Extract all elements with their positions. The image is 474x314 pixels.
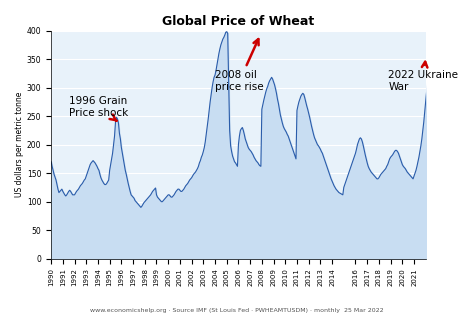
Text: 1996 Grain
Price shock: 1996 Grain Price shock (69, 96, 128, 121)
Text: 2008 oil
price rise: 2008 oil price rise (215, 39, 264, 92)
Y-axis label: US dollars per metric tonne: US dollars per metric tonne (15, 92, 24, 197)
Text: 2022 Ukraine
War: 2022 Ukraine War (388, 62, 458, 92)
Title: Global Price of Wheat: Global Price of Wheat (162, 15, 315, 28)
Text: www.economicshelp.org · Source IMF (St Louis Fed · PWHEAMTUSDM) · monthly  25 Ma: www.economicshelp.org · Source IMF (St L… (90, 308, 384, 313)
